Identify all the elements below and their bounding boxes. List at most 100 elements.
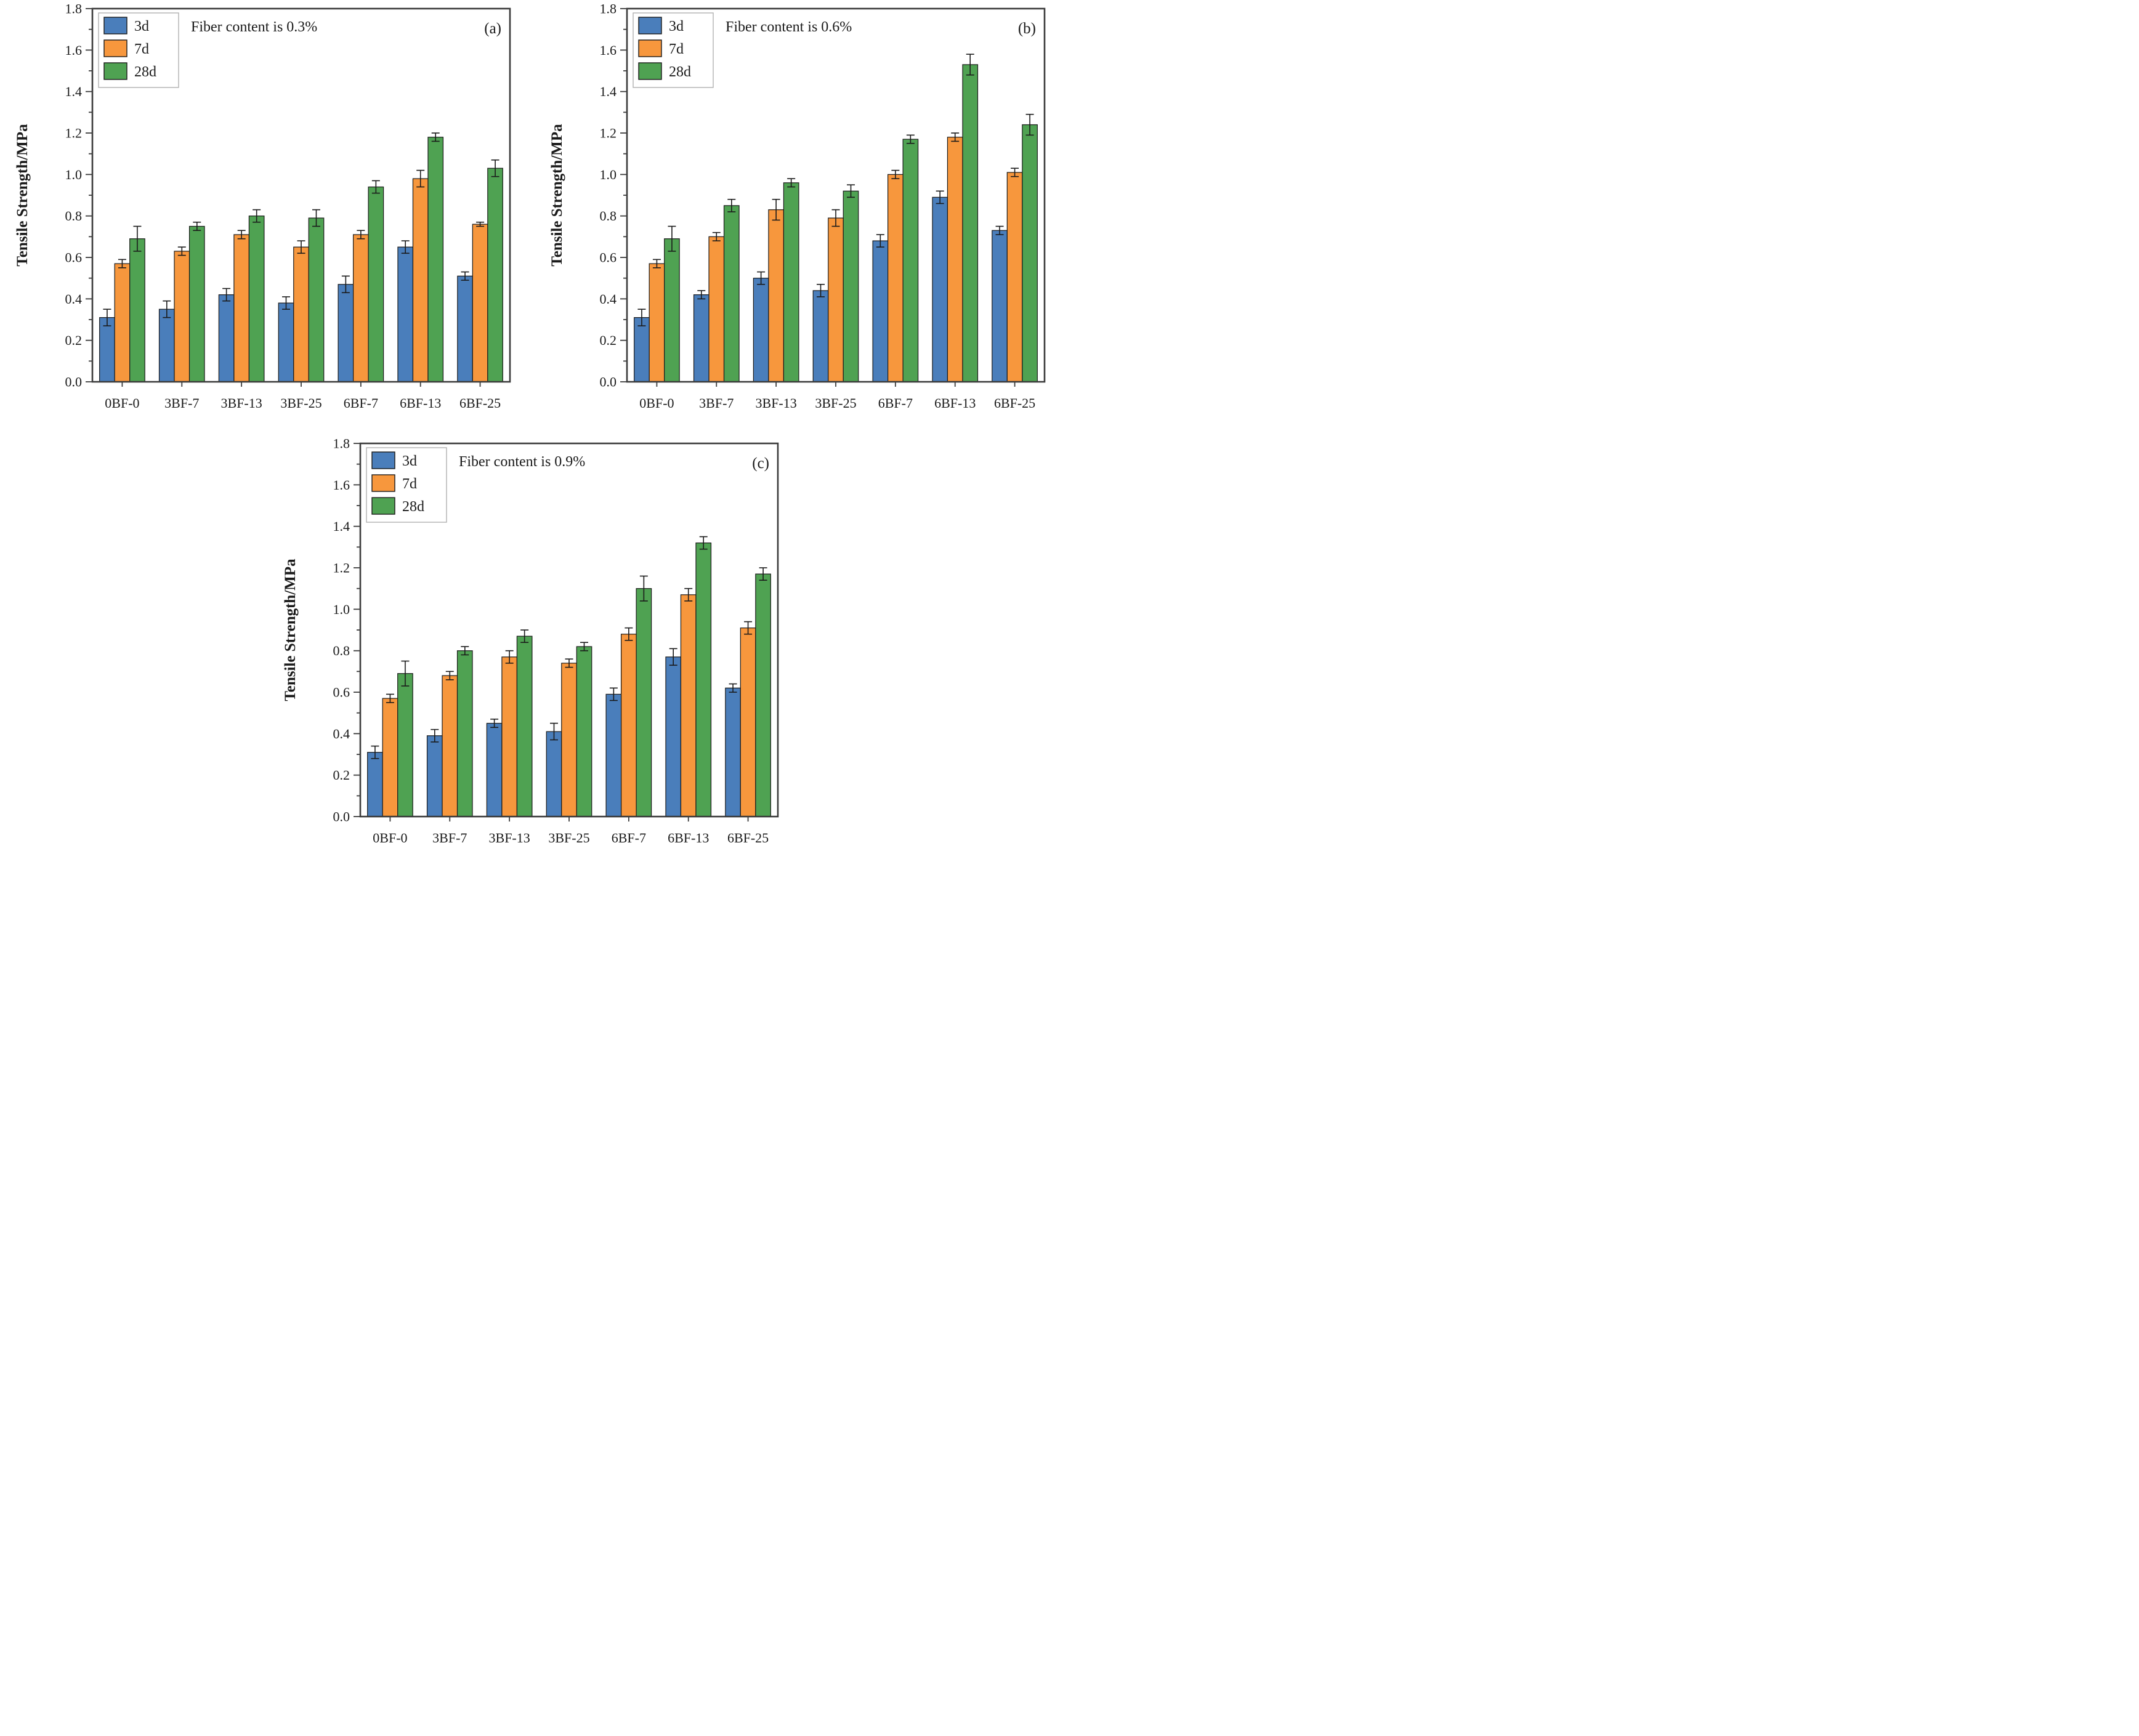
error-bar-28d-6BF-25	[759, 567, 767, 581]
bar-7d-3BF-13	[233, 234, 249, 382]
bar-3d-3BF-7	[693, 294, 710, 382]
error-bar-3d-0BF-0	[103, 309, 111, 326]
error-bar-28d-6BF-7	[371, 180, 380, 194]
legend-label-28d: 28d	[134, 64, 156, 80]
y-tick-label: 1.4	[333, 519, 350, 534]
x-tick-label: 6BF-13	[934, 395, 976, 411]
error-bar-28d-0BF-0	[400, 660, 409, 687]
x-tick-label: 6BF-25	[727, 830, 768, 846]
bar-28d-3BF-7	[188, 225, 205, 382]
bar-3d-6BF-7	[872, 240, 889, 382]
y-tick-label: 1.2	[600, 126, 617, 141]
x-tick-label: 3BF-7	[699, 395, 734, 411]
y-tick-label: 0.2	[600, 333, 617, 348]
error-bar-7d-6BF-25	[1011, 168, 1019, 177]
bar-7d-3BF-7	[708, 236, 725, 382]
error-bar-28d-0BF-0	[133, 225, 142, 252]
error-bar-28d-6BF-25	[491, 159, 499, 177]
plot-frame	[359, 442, 778, 818]
bar-7d-6BF-7	[352, 234, 369, 382]
y-tick-label: 1.2	[333, 560, 350, 576]
y-tick-label: 0.0	[65, 374, 83, 390]
y-axis-ticks	[620, 8, 627, 382]
legend-label-7d: 7d	[669, 41, 684, 57]
plot-frame	[91, 7, 511, 383]
error-bar-3d-6BF-7	[341, 275, 350, 294]
y-axis-label: Tensile Strength/MPa	[14, 124, 31, 267]
x-tick-label: 3BF-7	[432, 830, 467, 846]
bar-28d-0BF-0	[397, 673, 413, 817]
legend-label-7d: 7d	[134, 41, 149, 57]
bar-7d-3BF-13	[501, 656, 517, 817]
x-tick-label: 6BF-25	[459, 395, 501, 411]
error-bar-28d-6BF-13	[699, 536, 708, 550]
x-tick-label: 6BF-25	[994, 395, 1035, 411]
bar-28d-0BF-0	[129, 238, 145, 382]
x-tick-label: 3BF-13	[221, 395, 262, 411]
error-bar-7d-3BF-7	[712, 232, 721, 241]
figure-bottom-row: 0.0 0.2 0.4 0.6 0.8 1.0 1.2 1.4 1.6 1.8 0BF-0 3BF-7…	[0, 435, 1070, 870]
error-bar-7d-6BF-13	[684, 587, 692, 602]
error-bar-7d-0BF-0	[652, 259, 661, 268]
bar-28d-6BF-13	[962, 64, 979, 382]
legend-label-3d: 3d	[402, 453, 417, 469]
error-bar-28d-6BF-25	[1025, 113, 1034, 136]
chart-panel-b: 0.0 0.2 0.4 0.6 0.8 1.0 1.2 1.4 1.6 1.8 0BF-0 3BF-7…	[535, 0, 1069, 435]
error-bar-3d-6BF-13	[401, 240, 410, 254]
legend-swatch-7d	[103, 39, 127, 57]
bar-chart-b: 0.0 0.2 0.4 0.6 0.8 1.0 1.2 1.4 1.6 1.8 0BF-0 3BF-7…	[549, 1, 1046, 411]
x-tick-label: 0BF-0	[105, 395, 139, 411]
tensile-strength-figure: 0.0 0.2 0.4 0.6 0.8 1.0 1.2 1.4 1.6 1.8 0BF-0 3BF-7…	[0, 0, 1070, 870]
bar-3d-6BF-7	[338, 284, 354, 382]
error-bar-28d-3BF-13	[520, 629, 528, 644]
legend-swatch-3d	[103, 17, 127, 34]
error-bar-3d-3BF-13	[490, 718, 498, 729]
bar-7d-3BF-7	[174, 251, 190, 382]
x-tick-label: 3BF-13	[756, 395, 797, 411]
error-bar-28d-6BF-13	[966, 54, 974, 76]
y-tick-label: 0.4	[600, 291, 617, 307]
y-tick-label: 0.6	[333, 685, 350, 700]
y-tick-label: 1.2	[65, 126, 83, 141]
x-axis-ticks	[389, 817, 748, 822]
error-bar-7d-3BF-25	[297, 240, 305, 254]
bar-3d-0BF-0	[99, 317, 115, 382]
bar-7d-3BF-7	[441, 675, 458, 817]
error-bar-28d-3BF-25	[312, 209, 321, 227]
error-bar-28d-3BF-7	[727, 198, 736, 212]
bar-7d-6BF-7	[887, 174, 904, 382]
x-tick-label: 0BF-0	[639, 395, 674, 411]
bar-3d-6BF-13	[397, 246, 414, 382]
y-tick-label: 1.8	[333, 436, 350, 451]
error-bar-7d-3BF-7	[177, 246, 186, 256]
y-tick-label: 0.4	[65, 291, 83, 307]
bar-3d-3BF-7	[158, 309, 175, 382]
x-tick-label: 6BF-7	[611, 830, 645, 846]
y-tick-label: 0.8	[333, 643, 350, 658]
y-axis-label: Tensile Strength/MPa	[282, 559, 299, 701]
bar-3d-6BF-7	[605, 693, 621, 817]
error-bar-3d-3BF-25	[281, 296, 290, 310]
bar-7d-6BF-7	[620, 634, 637, 817]
bar-28d-6BF-25	[754, 573, 771, 817]
y-tick-label: 1.8	[65, 1, 83, 17]
x-tick-label: 3BF-25	[280, 395, 321, 411]
error-bar-28d-3BF-7	[460, 646, 469, 656]
error-bar-28d-3BF-13	[787, 178, 796, 188]
bar-28d-3BF-25	[576, 646, 592, 817]
legend-label-3d: 3d	[669, 18, 684, 34]
y-tick-label: 0.2	[65, 333, 83, 348]
bar-28d-3BF-13	[248, 216, 265, 382]
x-tick-label: 6BF-13	[400, 395, 441, 411]
error-bar-7d-6BF-25	[476, 221, 485, 227]
legend-swatch-3d	[638, 17, 662, 34]
bar-3d-3BF-13	[486, 722, 502, 817]
error-bar-3d-3BF-25	[549, 722, 558, 741]
bar-28d-6BF-25	[487, 168, 503, 382]
legend-label-28d: 28d	[402, 499, 424, 515]
error-bar-3d-3BF-7	[163, 300, 171, 318]
error-bar-7d-6BF-13	[951, 132, 960, 142]
bar-chart-c: 0.0 0.2 0.4 0.6 0.8 1.0 1.2 1.4 1.6 1.8 0BF-0 3BF-7…	[282, 436, 778, 846]
legend-swatch-7d	[371, 474, 395, 492]
legend-label-28d: 28d	[669, 64, 691, 80]
